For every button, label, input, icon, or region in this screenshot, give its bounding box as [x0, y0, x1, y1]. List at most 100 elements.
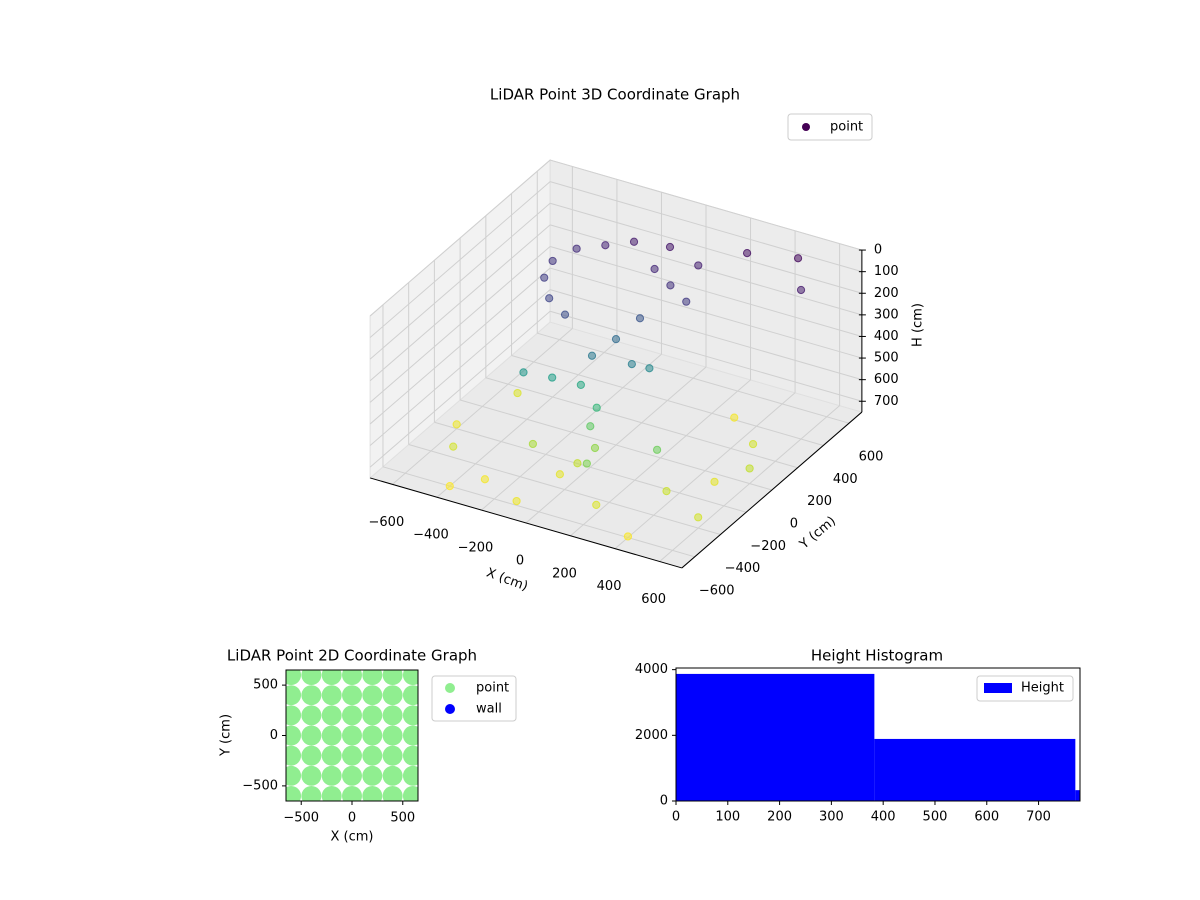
- z-tick-label: 700: [874, 394, 899, 409]
- point: [286, 685, 302, 706]
- z-tick-label: 200: [874, 286, 899, 301]
- point: [452, 420, 461, 429]
- chart-title: LiDAR Point 2D Coordinate Graph: [227, 647, 477, 665]
- point: [286, 705, 302, 726]
- grid-line: [549, 289, 863, 381]
- point: [301, 745, 322, 766]
- point: [745, 464, 754, 473]
- point: [286, 785, 302, 801]
- point: [301, 670, 322, 686]
- point: [382, 685, 403, 706]
- grid-line: [549, 267, 863, 359]
- point: [592, 500, 601, 509]
- grid-line: [434, 421, 747, 513]
- point: [321, 785, 342, 801]
- point: [286, 725, 302, 746]
- point: [382, 670, 403, 686]
- point: [730, 413, 739, 422]
- grid-line: [485, 377, 798, 469]
- point: [573, 459, 582, 468]
- point: [321, 765, 342, 786]
- point: [560, 310, 570, 319]
- point: [382, 765, 403, 786]
- point: [321, 705, 342, 726]
- point: [362, 725, 383, 746]
- y-tick-label: −400: [725, 561, 761, 576]
- bar: [1075, 790, 1080, 801]
- y-axis: [681, 411, 863, 569]
- legend-marker: [445, 704, 455, 714]
- x-axis: [369, 477, 683, 569]
- z-tick-label: 600: [874, 372, 899, 387]
- point: [321, 685, 342, 706]
- point: [342, 705, 362, 726]
- point: [694, 513, 703, 522]
- grid-line: [511, 354, 824, 446]
- point: [528, 439, 537, 449]
- grid-line: [369, 289, 551, 446]
- point: [545, 294, 554, 303]
- point: [321, 745, 342, 766]
- grid-line: [369, 202, 551, 360]
- z-tick-label: 0: [874, 243, 882, 258]
- point: [286, 765, 302, 786]
- grid-line: [369, 159, 551, 317]
- y-tick-label: 400: [833, 472, 858, 487]
- grid-line: [369, 246, 551, 403]
- point: [793, 254, 803, 263]
- point: [513, 388, 522, 398]
- grid-line: [382, 466, 695, 558]
- x-tick-label: −500: [283, 811, 319, 826]
- point: [382, 745, 403, 766]
- point: [301, 685, 322, 706]
- point: [342, 765, 362, 786]
- point: [592, 403, 601, 412]
- points: [445, 237, 806, 541]
- grid-line: [369, 224, 551, 382]
- legend-label: point: [830, 120, 863, 135]
- grid-line: [549, 224, 863, 316]
- point: [512, 496, 521, 506]
- y-tick-label: 2000: [635, 728, 668, 743]
- point: [402, 725, 418, 746]
- points: [286, 670, 418, 801]
- legend-marker: [445, 683, 455, 693]
- z-tick-label: 400: [874, 329, 899, 344]
- point: [652, 445, 662, 454]
- point: [623, 532, 633, 541]
- grid-line: [549, 202, 863, 294]
- y-tick-label: −500: [242, 778, 278, 793]
- x-tick-label: −200: [458, 541, 494, 556]
- point: [650, 264, 659, 274]
- y-tick-label: 600: [859, 450, 884, 465]
- x-tick-label: −400: [413, 528, 449, 543]
- y-tick-label: 0: [660, 794, 668, 809]
- point: [402, 705, 418, 726]
- point: [362, 670, 383, 686]
- point: [449, 442, 458, 451]
- point: [548, 256, 557, 266]
- point: [342, 670, 362, 686]
- point: [402, 685, 418, 706]
- point: [742, 248, 752, 258]
- legend-label: wall: [476, 702, 502, 717]
- point: [445, 481, 454, 491]
- point: [286, 745, 302, 766]
- z-tick-label: 300: [874, 307, 899, 322]
- z-axis-label: H (cm): [911, 303, 926, 347]
- point: [635, 314, 645, 323]
- grid-line: [459, 399, 773, 491]
- chart-title: LiDAR Point 3D Coordinate Graph: [490, 86, 740, 104]
- point: [587, 351, 597, 360]
- point: [382, 785, 403, 801]
- point: [601, 241, 610, 250]
- point: [321, 670, 342, 686]
- grid-line: [537, 332, 850, 424]
- y-axis-label: Y (cm): [219, 714, 234, 757]
- x-tick-label: 500: [923, 810, 948, 825]
- x-tick-label: 400: [597, 579, 622, 594]
- grid-line: [369, 267, 551, 425]
- grid-line: [549, 310, 863, 402]
